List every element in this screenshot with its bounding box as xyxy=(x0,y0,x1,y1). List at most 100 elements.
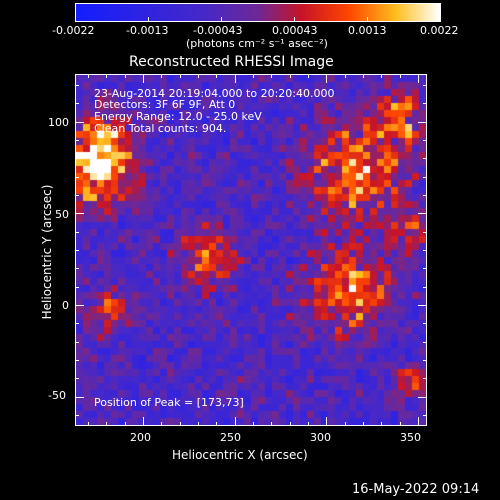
colorbar-unit-label: (photons cm⁻² s⁻¹ asec⁻²) xyxy=(186,37,328,50)
y-minor-tick-right xyxy=(423,195,427,196)
y-minor-tick-right xyxy=(423,378,427,380)
x-tick-label: 350 xyxy=(400,431,421,444)
clean-counts-annotation: Clean Total counts: 904. xyxy=(94,122,227,135)
y-minor-tick xyxy=(75,140,79,141)
colorbar-tick-label: 0.0022 xyxy=(420,24,459,37)
x-major-tick xyxy=(142,417,144,426)
x-major-tick-top xyxy=(234,74,236,83)
y-minor-tick xyxy=(75,378,79,380)
y-minor-tick xyxy=(75,103,79,105)
plot-title: Reconstructed RHESSI Image xyxy=(129,54,334,70)
y-minor-tick xyxy=(75,286,79,288)
colorbar xyxy=(75,3,441,22)
footer-timestamp: 16-May-2022 09:14 xyxy=(352,482,480,497)
x-minor-tick xyxy=(161,422,163,426)
colorbar-tick xyxy=(294,17,295,22)
y-minor-tick-right xyxy=(423,360,427,361)
y-minor-tick xyxy=(75,360,79,361)
y-major-tick xyxy=(75,305,84,306)
y-major-tick-right xyxy=(418,121,427,123)
colorbar-tick-label: 0.00043 xyxy=(272,24,318,37)
x-major-tick xyxy=(417,417,419,426)
y-minor-tick-right xyxy=(423,415,427,416)
x-minor-tick xyxy=(197,422,199,426)
x-major-tick-top xyxy=(417,74,419,83)
y-minor-tick-right xyxy=(423,250,427,251)
colorbar-tick-label: -0.00043 xyxy=(193,24,243,37)
x-minor-tick-top xyxy=(179,74,181,78)
x-minor-tick-top xyxy=(307,74,309,78)
y-minor-tick xyxy=(75,85,79,86)
colorbar-tick-label: -0.0013 xyxy=(126,24,169,37)
x-axis-title: Heliocentric X (arcsec) xyxy=(172,448,308,462)
y-minor-tick-right xyxy=(423,85,427,86)
x-minor-tick xyxy=(289,422,291,426)
x-minor-tick-top xyxy=(124,74,126,78)
rhessi-image-plot xyxy=(75,74,427,426)
colorbar-tick-label: -0.0022 xyxy=(52,24,95,37)
colorbar-tick xyxy=(148,17,149,22)
y-minor-tick-right xyxy=(423,103,427,105)
y-minor-tick xyxy=(75,195,79,196)
colorbar-tick-label: 0.0013 xyxy=(348,24,387,37)
x-minor-tick xyxy=(87,422,89,426)
x-minor-tick xyxy=(252,422,254,426)
y-major-tick-right xyxy=(418,305,427,306)
x-tick-label: 300 xyxy=(310,431,331,444)
x-tick-label: 250 xyxy=(220,431,241,444)
y-tick-label: 100 xyxy=(48,116,69,129)
y-minor-tick-right xyxy=(423,268,427,270)
y-minor-tick-right xyxy=(423,176,427,178)
x-minor-tick xyxy=(271,422,273,426)
y-major-tick-right xyxy=(418,396,427,398)
x-minor-tick-top xyxy=(216,74,218,78)
rhessi-image-heatmap xyxy=(76,75,426,425)
x-minor-tick xyxy=(362,422,364,426)
x-minor-tick xyxy=(344,422,346,426)
x-minor-tick xyxy=(179,422,181,426)
y-minor-tick-right xyxy=(423,231,427,233)
y-major-tick xyxy=(75,121,84,123)
colorbar-gradient xyxy=(76,4,440,21)
colorbar-tick xyxy=(440,17,441,22)
x-major-tick xyxy=(234,417,236,426)
x-minor-tick-top xyxy=(252,74,254,78)
y-tick-label: -50 xyxy=(48,389,66,402)
x-minor-tick-top xyxy=(271,74,273,78)
x-minor-tick xyxy=(399,422,401,426)
x-minor-tick-top xyxy=(161,74,163,78)
y-minor-tick xyxy=(75,415,79,416)
y-minor-tick xyxy=(75,158,79,160)
y-minor-tick-right xyxy=(423,140,427,141)
y-minor-tick xyxy=(75,268,79,270)
y-minor-tick xyxy=(75,323,79,325)
y-minor-tick xyxy=(75,231,79,233)
y-major-tick xyxy=(75,213,84,215)
x-minor-tick xyxy=(124,422,126,426)
x-minor-tick xyxy=(216,422,218,426)
peak-position-annotation: Position of Peak = [173,73] xyxy=(94,396,244,409)
x-major-tick-top xyxy=(326,74,328,83)
y-axis-title: Heliocentric Y (arcsec) xyxy=(40,184,54,320)
x-minor-tick-top xyxy=(381,74,383,78)
x-minor-tick-top xyxy=(344,74,346,78)
y-tick-label: 50 xyxy=(55,208,69,221)
x-minor-tick xyxy=(307,422,309,426)
x-minor-tick-top xyxy=(362,74,364,78)
y-minor-tick xyxy=(75,341,79,343)
energy-range-annotation: Energy Range: 12.0 - 25.0 keV xyxy=(94,110,262,123)
detectors-annotation: Detectors: 3F 6F 9F, Att 0 xyxy=(94,98,236,111)
colorbar-tick xyxy=(367,17,368,22)
y-major-tick-right xyxy=(418,213,427,215)
x-minor-tick-top xyxy=(87,74,89,78)
colorbar-tick xyxy=(221,17,222,22)
y-minor-tick-right xyxy=(423,158,427,160)
x-minor-tick xyxy=(381,422,383,426)
y-minor-tick xyxy=(75,250,79,251)
x-minor-tick-top xyxy=(399,74,401,78)
y-minor-tick-right xyxy=(423,286,427,288)
x-minor-tick xyxy=(106,422,108,426)
x-major-tick-top xyxy=(142,74,144,83)
y-minor-tick xyxy=(75,176,79,178)
x-minor-tick-top xyxy=(289,74,291,78)
